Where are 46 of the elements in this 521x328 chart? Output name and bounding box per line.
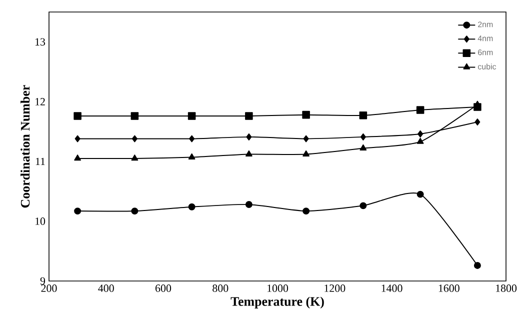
x-tick-label: 400 xyxy=(98,284,114,292)
point xyxy=(416,106,424,114)
y-tick-label: 11 xyxy=(36,158,45,166)
point xyxy=(474,118,480,126)
point xyxy=(74,154,81,161)
point xyxy=(74,208,82,215)
y-tick-label: 13 xyxy=(35,38,46,46)
x-tick-label: 200 xyxy=(41,284,57,292)
x-tick-label: 1600 xyxy=(438,284,460,292)
point xyxy=(360,144,367,150)
x-tick-label: 800 xyxy=(212,284,228,292)
x-axis-title: Temperature (K) xyxy=(230,296,324,308)
point xyxy=(416,190,424,198)
point xyxy=(131,154,138,161)
x-tick-label: 1200 xyxy=(324,284,346,292)
point xyxy=(360,202,367,210)
point xyxy=(74,112,82,120)
point xyxy=(416,138,424,144)
point xyxy=(245,200,252,208)
point xyxy=(246,150,252,156)
point xyxy=(132,135,138,142)
point xyxy=(359,112,368,120)
point xyxy=(302,150,310,156)
point xyxy=(246,133,252,140)
y-axis-title: Coordination Number xyxy=(20,85,30,208)
y-tick-label: 10 xyxy=(35,218,46,225)
point xyxy=(130,112,139,120)
point xyxy=(360,133,366,140)
point xyxy=(303,135,309,142)
x-tick-label: 1400 xyxy=(382,284,402,292)
point xyxy=(188,112,196,120)
point xyxy=(74,135,80,142)
point xyxy=(188,153,196,160)
x-tick-label: 1000 xyxy=(268,284,288,292)
point xyxy=(474,262,481,269)
point xyxy=(302,208,310,215)
x-tick-label: 1800 xyxy=(496,284,517,292)
y-tick-label: 12 xyxy=(35,98,45,106)
point xyxy=(418,130,424,138)
point xyxy=(302,110,310,119)
y-tick-label: 9 xyxy=(40,277,46,285)
point xyxy=(188,203,196,210)
point xyxy=(131,208,138,215)
point xyxy=(189,135,195,142)
x-tick-label: 600 xyxy=(156,284,172,292)
point xyxy=(245,112,253,120)
